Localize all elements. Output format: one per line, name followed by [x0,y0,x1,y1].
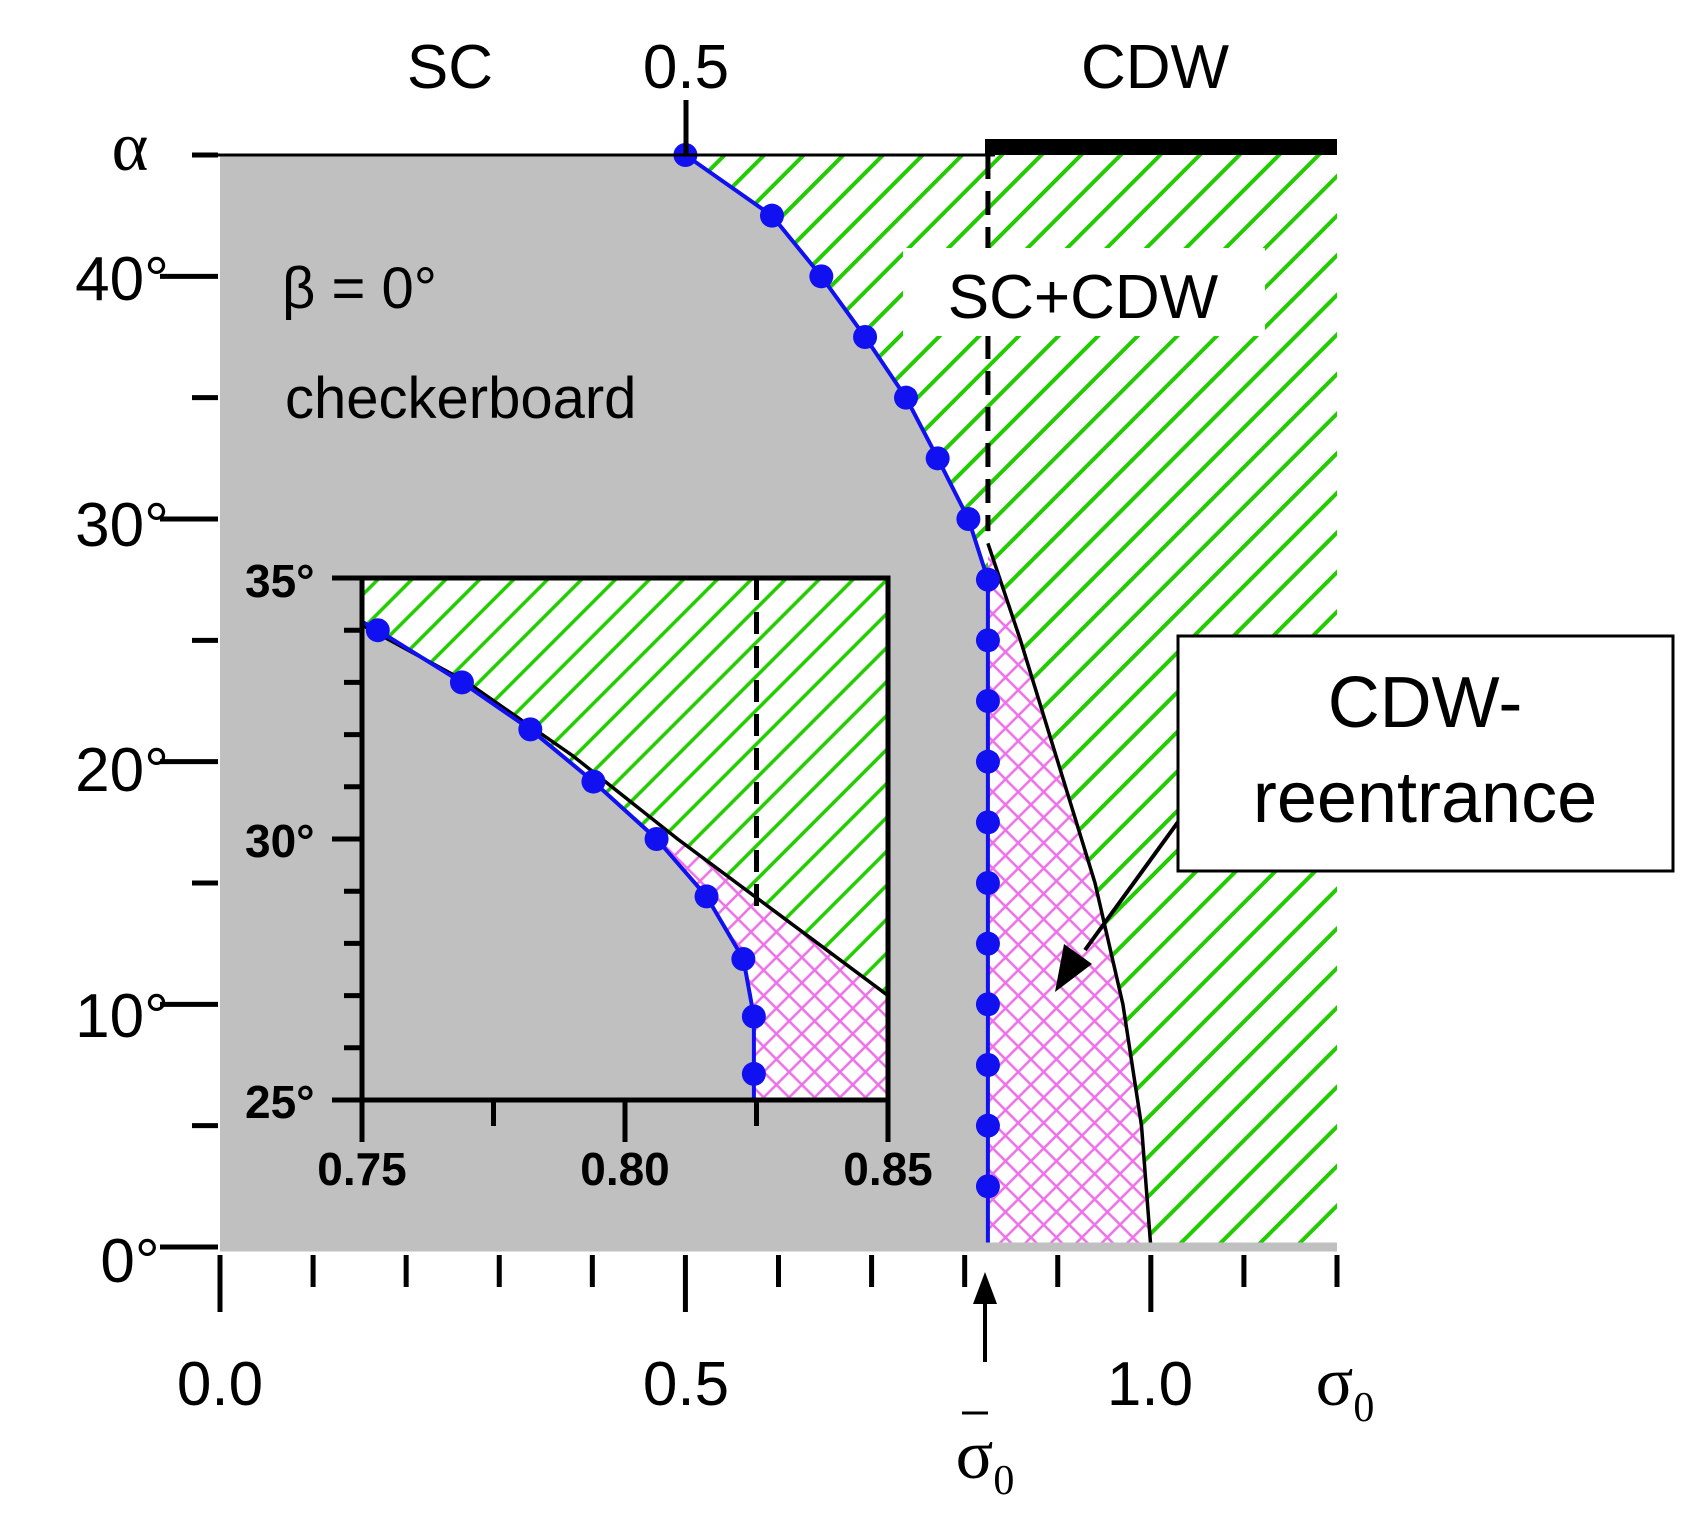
cdw-reentrance-region [987,543,1151,1247]
sc-boundary-markers [673,143,1000,1199]
sc-marker [975,992,1000,1017]
sc-marker [975,1053,1000,1077]
sc-marker [975,871,1000,895]
y-tick-label-10: 10° [75,982,169,1051]
inset-sc-marker [365,618,390,643]
sc-marker [853,325,878,349]
annotation-beta: β = 0° [282,256,437,321]
inset-sc-marker [741,1061,766,1086]
top-label-sc: SC [407,33,493,102]
inset-y-tick-30: 30° [245,815,315,867]
sc-marker [759,203,784,228]
y-tick-label-40: 40° [75,245,169,314]
inset-sc-markers [365,618,766,1086]
sc-marker [975,1174,1000,1199]
inset-sc-marker [581,769,606,794]
reentrance-arrow [1055,820,1180,992]
inset-x-tick-0.75: 0.75 [317,1143,407,1195]
annotation-checkerboard: checkerboard [285,366,636,431]
sc-marker [809,264,834,289]
x-axis-ticks [217,1255,1340,1312]
inset-y-tick-25: 25° [245,1076,315,1128]
sc-marker [975,628,1000,653]
sc-marker [975,567,1000,592]
inset-sc-marker [741,1004,766,1029]
x-tick-label-0.5: 0.5 [643,1350,729,1419]
sc-marker [975,749,1000,774]
cdw-boundary-line [986,542,1153,1248]
sc-marker [975,810,1000,835]
y-tick-label-30: 30° [75,491,169,560]
inset-tick-marks [332,575,891,1142]
inset-sc-grey-region [362,624,754,1100]
y-tick-label-20: 20° [75,736,169,805]
sc-marker [975,931,1000,956]
y-tick-label-0: 0° [100,1227,159,1296]
inset-x-tick-0.80: 0.80 [580,1143,670,1195]
inset-sc-marker [644,827,669,851]
sc-marker [975,689,1000,713]
reentrance-label-box [1176,634,1675,873]
inset-sc-marker [449,670,474,695]
sc-marker [975,1113,1000,1138]
sc-marker [956,507,981,531]
sigma-bar-arrow [973,1272,997,1362]
y-axis-label: α [112,109,149,186]
x-tick-label-0: 0.0 [177,1350,263,1419]
inset-sc-marker [694,884,719,909]
inset-plot [332,575,891,1142]
inset-x-tick-0.85: 0.85 [843,1143,933,1195]
top-label-half: 0.5 [643,33,729,102]
region-label-sc-cdw: SC+CDW [948,263,1219,332]
top-label-cdw: CDW [1081,33,1230,102]
reentrance-label-line2: reentrance [1253,758,1597,838]
region-label-bg [903,248,1265,336]
reentrance-label-line1: CDW- [1328,663,1523,743]
inset-y-tick-35: 35° [245,555,315,607]
y-axis-ticks [160,152,218,1250]
x-tick-label-1.0: 1.0 [1107,1350,1193,1419]
inset-sc-marker [731,947,756,972]
x-axis-label: σ0 [1316,1344,1375,1431]
sigma-bar-label: σ0 [956,1417,1015,1504]
sc-marker [925,446,950,471]
inset-sc-marker [518,717,543,742]
sc-marker [894,385,919,410]
